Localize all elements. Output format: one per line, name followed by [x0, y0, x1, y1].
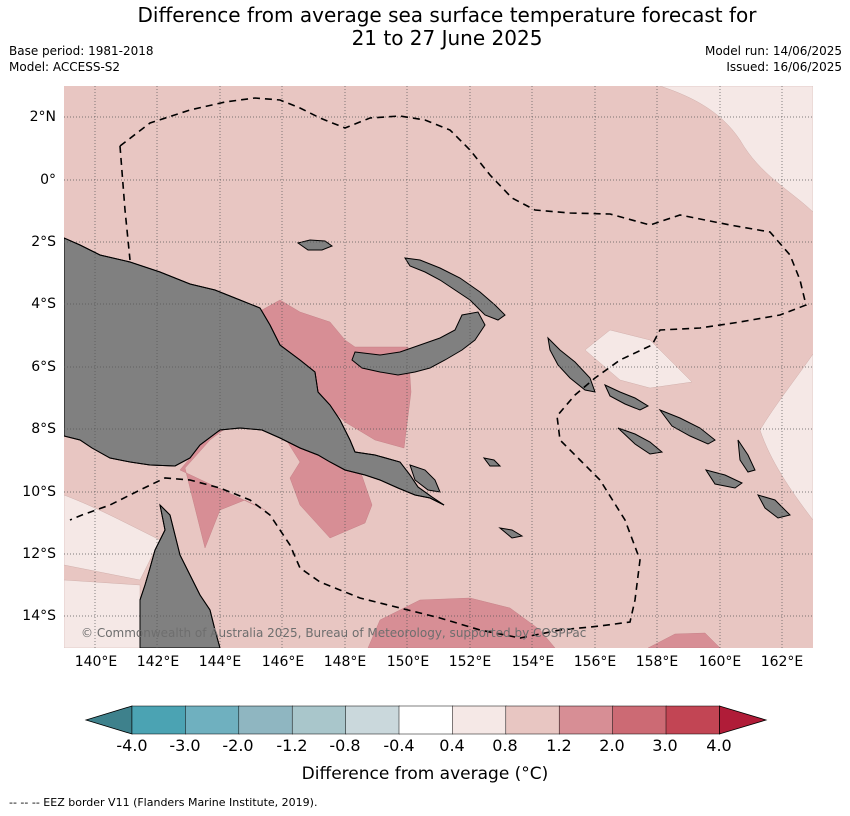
light-anomaly-region-southwest	[64, 494, 161, 581]
lat-label-4s: 4°S	[31, 296, 56, 312]
title-line-2: 21 to 27 June 2025	[351, 26, 543, 50]
lon-label-146e: 146°E	[261, 654, 305, 670]
colorbar-tick-label: 0.4	[439, 736, 465, 755]
lat-label-12s: 12°S	[22, 546, 56, 562]
new-ireland-island	[404, 257, 506, 321]
lon-label-144e: 144°E	[198, 654, 242, 670]
lon-label-150e: 150°E	[386, 654, 430, 670]
lon-label-158e: 158°E	[635, 654, 679, 670]
colorbar-title: Difference from average (°C)	[301, 764, 549, 784]
colorbar-arrow-high	[719, 705, 768, 735]
colorbar-segment	[291, 705, 347, 735]
coastline-new-guinea	[64, 237, 445, 506]
colorbar-tick-label: 4.0	[706, 736, 732, 755]
colorbar-segment	[345, 705, 400, 735]
colorbar-segment	[398, 705, 454, 735]
lat-label-2n: 2°N	[29, 109, 56, 125]
colorbar-tick-label: -1.2	[276, 736, 308, 755]
lon-label-154e: 154°E	[511, 654, 555, 670]
solomon-island-5	[704, 469, 743, 489]
manus-island	[296, 239, 334, 251]
louisiade-island	[498, 527, 524, 539]
light-anomaly-region-east	[759, 353, 813, 521]
chart-title: Difference from average sea surface temp…	[0, 4, 850, 50]
bougainville-island	[547, 336, 596, 393]
lon-label-140e: 140°E	[74, 654, 118, 670]
eez-footnote: -- -- -- EEZ border V11 (Flanders Marine…	[9, 796, 318, 809]
colorbar-tick-label: -4.0	[116, 736, 148, 755]
lat-label-6s: 6°S	[31, 359, 56, 375]
lat-label-8s: 8°S	[31, 421, 56, 437]
colorbar-segment	[185, 705, 240, 735]
colorbar-segment	[558, 705, 614, 735]
lon-label-162e: 162°E	[760, 654, 804, 670]
lon-label-148e: 148°E	[323, 654, 367, 670]
colorbar-tick-label: 3.0	[652, 736, 678, 755]
colorbar-segment	[452, 705, 507, 735]
light-anomaly-region-solomon	[584, 329, 693, 389]
trobriand-island	[482, 457, 502, 467]
colorbar-tick-label: 0.8	[492, 736, 518, 755]
run-info: Model run: 14/06/2025 Issued: 16/06/2025	[705, 43, 842, 75]
lon-label-152e: 152°E	[448, 654, 492, 670]
lat-label-0: 0°	[40, 172, 56, 188]
colorbar-tick-label: -2.0	[222, 736, 254, 755]
colorbar-arrow-low	[84, 705, 133, 735]
coastline-australia	[139, 504, 221, 648]
lat-label-14s: 14°S	[22, 608, 56, 624]
solomon-island-3	[617, 427, 664, 455]
light-anomaly-region-australia	[64, 579, 141, 648]
model-info: Base period: 1981-2018 Model: ACCESS-S2	[9, 43, 154, 75]
colorbar-segment	[131, 705, 187, 735]
lat-label-2s: 2°S	[31, 234, 56, 250]
solomon-island-4	[737, 439, 756, 473]
colorbar-segment	[238, 705, 293, 735]
lat-label-10s: 10°S	[22, 484, 56, 500]
lon-label-160e: 160°E	[698, 654, 742, 670]
grid-lines	[64, 86, 813, 648]
colorbar-tick-label: 1.2	[546, 736, 572, 755]
lon-label-142e: 142°E	[136, 654, 180, 670]
colorbar	[84, 705, 768, 735]
moderate-anomaly-region-south	[367, 597, 556, 648]
copyright-notice: © Commonwealth of Australia 2025, Bureau…	[81, 626, 587, 640]
colorbar-tick-label: -0.8	[329, 736, 361, 755]
solomon-island-2	[658, 408, 716, 445]
moderate-anomaly-region-southeast	[647, 632, 721, 648]
colorbar-segment	[665, 705, 721, 735]
model-name: Model: ACCESS-S2	[9, 60, 121, 74]
coastline-new-guinea-south	[64, 427, 445, 506]
model-run: Model run: 14/06/2025	[704, 44, 842, 58]
colorbar-segment	[505, 705, 560, 735]
colorbar-tick-label: -3.0	[169, 736, 201, 755]
colorbar-tick-label: -0.4	[383, 736, 415, 755]
colorbar-tick-label: 2.0	[599, 736, 625, 755]
solomon-island-1	[603, 383, 650, 411]
new-britain-island	[351, 311, 486, 376]
lon-label-156e: 156°E	[573, 654, 617, 670]
issued-date: Issued: 16/06/2025	[726, 60, 842, 74]
base-period: Base period: 1981-2018	[9, 44, 154, 58]
eez-border	[69, 97, 807, 639]
title-line-1: Difference from average sea surface temp…	[137, 3, 757, 27]
light-anomaly-region-northeast	[659, 86, 813, 213]
colorbar-segment	[612, 705, 667, 735]
